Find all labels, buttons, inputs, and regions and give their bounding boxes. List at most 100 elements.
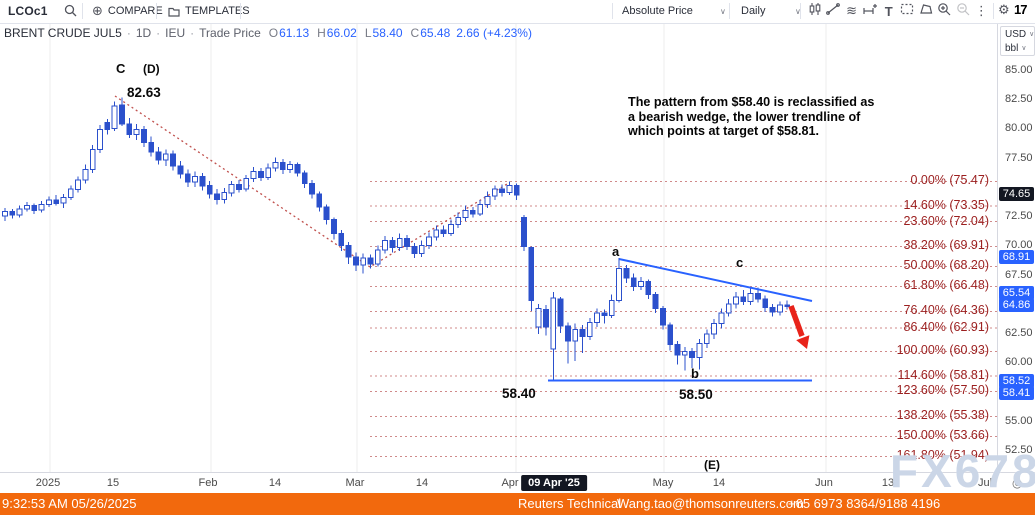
- price-tick-label: 67.50: [1005, 268, 1033, 281]
- candle-down: [579, 329, 586, 337]
- time-tick-label: Mar: [345, 477, 365, 489]
- toolbar-divider: [993, 3, 994, 19]
- candle-down: [389, 240, 396, 249]
- toolbar-divider: [612, 3, 613, 19]
- fib-level-label: 50.00% (68.20): [903, 258, 989, 273]
- text-tool-icon[interactable]: T: [884, 3, 893, 19]
- currency-selector[interactable]: USD ∨: [1001, 27, 1034, 41]
- zoom-out-icon[interactable]: [954, 2, 971, 21]
- candle-down: [345, 244, 352, 258]
- candle-down: [762, 298, 769, 308]
- candle-down: [565, 325, 571, 342]
- time-tick-label: May: [652, 477, 674, 489]
- fib-level-label: 38.20% (69.91): [903, 238, 989, 253]
- select-rect-tool-icon[interactable]: [899, 2, 916, 21]
- candle-up: [2, 210, 8, 217]
- candle-up: [89, 149, 96, 170]
- status-timestamp: 9:32:53 AM 05/26/2025: [2, 496, 137, 511]
- measure-tool-icon[interactable]: [862, 2, 879, 21]
- candle-up: [82, 168, 89, 181]
- zoom-in-icon[interactable]: [936, 2, 953, 21]
- price-tick-label: 77.50: [1005, 151, 1033, 164]
- wave-label: (E): [704, 458, 720, 472]
- time-tick-label: Feb: [198, 477, 218, 489]
- currency-value: USD: [1005, 28, 1027, 40]
- gear-icon[interactable]: ⚙: [998, 3, 1010, 18]
- candle-down: [141, 129, 147, 144]
- instrument-name: BRENT CRUDE JUL5: [4, 26, 122, 40]
- candlestick-style-icon[interactable]: [806, 2, 823, 21]
- fib-level-label: 114.60% (58.81): [897, 368, 990, 383]
- price-tick-label: 52.50: [1005, 443, 1033, 456]
- wave-label: a: [612, 244, 620, 259]
- compare-label: COMPARE: [107, 5, 163, 17]
- price-badge-dark: 74.65: [999, 187, 1034, 201]
- search-icon[interactable]: [64, 4, 77, 22]
- price-badge-blue: 68.91: [999, 250, 1034, 264]
- candle-up: [228, 184, 235, 194]
- candle-up: [192, 175, 198, 183]
- templates-button[interactable]: TEMPLATES: [168, 0, 250, 22]
- toolbar-divider: [156, 3, 157, 19]
- time-tick-label: 13: [881, 477, 895, 489]
- candle-down: [513, 185, 520, 196]
- unit-selector[interactable]: USD ∨ bbl ∨: [1000, 26, 1035, 56]
- polygon-tool-icon[interactable]: [917, 2, 934, 21]
- fib-level-label: 76.40% (64.36): [903, 303, 989, 318]
- candle-down: [784, 304, 791, 307]
- candle-down: [53, 199, 60, 204]
- candle-up: [272, 161, 279, 169]
- legend-separator: ·: [190, 26, 195, 40]
- more-options-icon[interactable]: ⋮: [974, 3, 988, 19]
- symbol-search-input[interactable]: LCOc1: [8, 4, 48, 18]
- waves-tool-icon[interactable]: ≋: [846, 3, 858, 19]
- candle-down: [353, 256, 359, 266]
- price-axis[interactable]: USD ∨ bbl ∨ 85.00 82.50 80.00 77.50 72.50 70.…: [997, 23, 1035, 472]
- target-circle-icon[interactable]: ◎: [1012, 476, 1023, 490]
- candle-up: [484, 195, 491, 206]
- time-axis[interactable]: 2025 15 Feb 14 Mar 14 Apr May 14 Jun 13 Jul 09 Apr …: [0, 472, 1035, 494]
- candle-up: [360, 257, 367, 266]
- candle-down: [279, 161, 286, 170]
- fib-level-label: 150.00% (53.66): [896, 428, 989, 443]
- open-value: 61.13: [279, 26, 310, 40]
- chart-legend: BRENT CRUDE JUL5 · 1D · IEU · Trade Pric…: [4, 26, 532, 40]
- candle-down: [184, 173, 191, 183]
- candle-up: [38, 203, 45, 211]
- unit-of-measure-selector[interactable]: bbl ∨: [1001, 41, 1034, 55]
- note-line: which points at target of $58.81.: [628, 124, 820, 139]
- wedge-trendline[interactable]: [618, 258, 813, 302]
- fib-level-label: 138.20% (55.38): [896, 408, 989, 423]
- price-mode-dropdown[interactable]: Absolute Price ∨: [622, 0, 726, 22]
- note-line: a bearish wedge, the lower trendline of: [628, 109, 861, 124]
- candle-up: [221, 192, 228, 201]
- candle-up: [777, 304, 783, 313]
- price-badge-blue: 65.54: [999, 286, 1034, 300]
- candle-down: [294, 164, 301, 174]
- chart-canvas[interactable]: [0, 0, 997, 472]
- candle-down: [755, 292, 761, 300]
- candle-down: [740, 296, 747, 302]
- chart-tools-row: ≋ T: [806, 0, 990, 22]
- low-value: 58.40: [372, 26, 403, 40]
- candle-up: [374, 249, 381, 265]
- candle-up: [725, 303, 732, 314]
- interval-dropdown[interactable]: Daily ∨: [741, 0, 801, 22]
- candle-down: [660, 308, 666, 326]
- chevron-down-icon: ∨: [1021, 45, 1027, 52]
- candle-up: [572, 329, 579, 342]
- candle-up: [696, 343, 703, 358]
- trendline-tool-icon[interactable]: [825, 2, 842, 21]
- fib-level-label: 23.60% (72.04): [903, 213, 989, 228]
- candle-down: [206, 185, 213, 195]
- candle-up: [265, 167, 272, 179]
- red-dotted-trendline: [114, 95, 508, 268]
- tradingview-logo: 17: [1014, 2, 1028, 17]
- candle-up: [733, 296, 739, 305]
- candle-down: [214, 193, 220, 201]
- legend-separator: ·: [126, 26, 131, 40]
- compare-button[interactable]: ⊕ COMPARE: [92, 0, 163, 22]
- wave-label: 82.63: [127, 85, 161, 100]
- chevron-down-icon: ∨: [795, 6, 801, 16]
